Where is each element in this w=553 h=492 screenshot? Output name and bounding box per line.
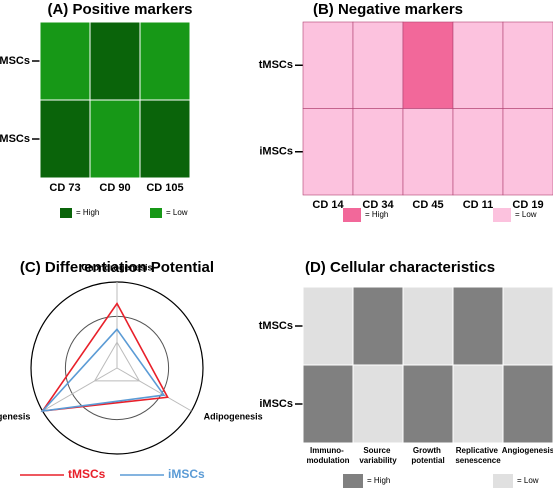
heat-cell bbox=[502, 286, 553, 366]
row-label: tMSCs bbox=[259, 320, 293, 332]
heat-cell bbox=[302, 21, 354, 109]
heat-cell bbox=[452, 21, 504, 109]
heat-cell bbox=[352, 21, 404, 109]
chart-title: (B) Negative markers bbox=[313, 1, 463, 18]
column-label: Growth potential bbox=[411, 446, 444, 465]
heat-cell bbox=[452, 364, 504, 444]
legend-label: = Low bbox=[166, 208, 188, 217]
column-label: CD 14 bbox=[312, 199, 344, 211]
series-polygon bbox=[40, 328, 166, 413]
grid-triangle bbox=[93, 341, 141, 382]
spoke bbox=[116, 367, 192, 412]
legend-label: = High bbox=[76, 208, 99, 217]
heat-cell bbox=[302, 108, 354, 196]
column-label: CD 11 bbox=[463, 199, 494, 211]
row-label: tMSCs bbox=[259, 59, 293, 71]
column-label: CD 105 bbox=[146, 182, 183, 194]
heat-cell bbox=[502, 21, 553, 109]
row-label: iMSCs bbox=[259, 146, 293, 158]
legend-swatch bbox=[343, 208, 361, 222]
legend-label: iMSCs bbox=[168, 467, 205, 481]
series-polygon bbox=[40, 301, 169, 412]
heat-cell bbox=[39, 21, 91, 101]
heat-cell bbox=[402, 21, 454, 109]
column-label: CD 45 bbox=[412, 199, 443, 211]
heat-cell bbox=[352, 108, 404, 196]
heat-cell bbox=[352, 364, 404, 444]
row-label: iMSCs bbox=[259, 398, 293, 410]
legend-swatch bbox=[60, 208, 72, 218]
legend-label: = High bbox=[367, 476, 390, 485]
legend-label: tMSCs bbox=[68, 467, 106, 481]
legend-label: = Low bbox=[517, 476, 539, 485]
column-label: Source variability bbox=[359, 446, 397, 465]
row-label: iMSCs bbox=[0, 133, 30, 145]
chart-title: (D) Cellular characteristics bbox=[305, 259, 495, 276]
heat-cell bbox=[452, 108, 504, 196]
heat-cell bbox=[139, 21, 191, 101]
axis-label: Osteogenesis bbox=[0, 411, 30, 421]
heat-cell bbox=[452, 286, 504, 366]
heat-cell bbox=[302, 364, 354, 444]
heat-cell bbox=[402, 286, 454, 366]
column-label: Replicative senescence bbox=[455, 446, 501, 465]
legend-swatch bbox=[493, 208, 511, 222]
axis-label: Chondrogenesis bbox=[81, 262, 152, 272]
column-label: CD 90 bbox=[99, 182, 130, 194]
heat-cell bbox=[39, 99, 91, 179]
heat-cell bbox=[302, 286, 354, 366]
legend-label: = High bbox=[365, 210, 388, 219]
column-label: CD 19 bbox=[512, 199, 543, 211]
legend-swatch bbox=[493, 474, 513, 488]
heat-cell bbox=[502, 108, 553, 196]
axis-label: Adipogenesis bbox=[204, 411, 263, 421]
heat-cell bbox=[139, 99, 191, 179]
heat-cell bbox=[352, 286, 404, 366]
legend-label: = Low bbox=[515, 210, 537, 219]
heat-cell bbox=[402, 108, 454, 196]
chart-title: (A) Positive markers bbox=[47, 1, 192, 18]
legend-swatch bbox=[343, 474, 363, 488]
row-label: tMSCs bbox=[0, 55, 30, 67]
column-label: Angiogenesis bbox=[502, 446, 553, 455]
column-label: CD 73 bbox=[49, 182, 80, 194]
spoke bbox=[42, 367, 118, 412]
heat-cell bbox=[89, 21, 141, 101]
column-label: Immuno- modulation bbox=[306, 446, 349, 465]
chart-title: (C) Differentiation Potential bbox=[20, 259, 214, 276]
heat-cell bbox=[402, 364, 454, 444]
heat-cell bbox=[502, 364, 553, 444]
legend-swatch bbox=[150, 208, 162, 218]
column-label: CD 34 bbox=[362, 199, 394, 211]
heat-cell bbox=[89, 99, 141, 179]
